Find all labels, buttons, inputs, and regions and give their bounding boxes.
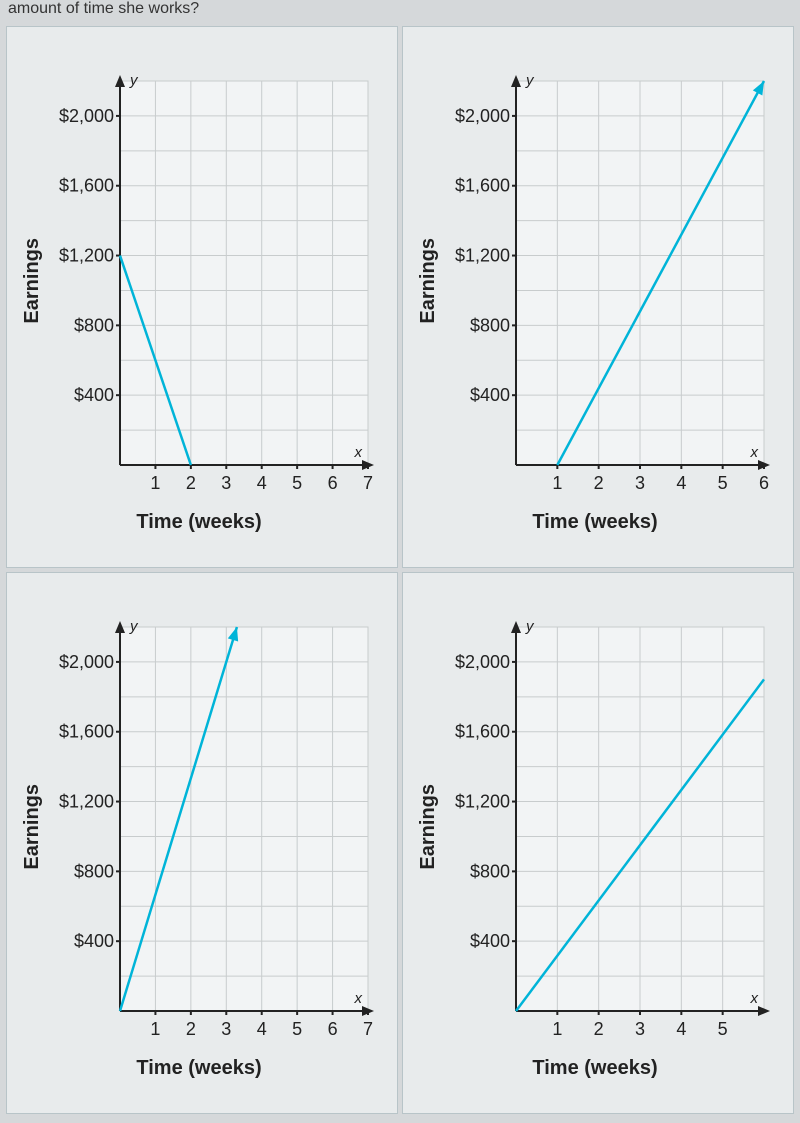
svg-text:x: x [353, 444, 362, 461]
svg-text:5: 5 [717, 473, 727, 493]
svg-text:$1,600: $1,600 [58, 175, 113, 195]
svg-text:$1,600: $1,600 [58, 721, 113, 741]
svg-text:$1,200: $1,200 [58, 245, 113, 265]
x-axis-label: Time (weeks) [532, 1057, 657, 1080]
svg-text:$800: $800 [469, 315, 509, 335]
svg-text:2: 2 [185, 1019, 195, 1039]
x-axis-label: Time (weeks) [136, 1057, 261, 1080]
chart-card-1: Earnings yx$400$800$1,200$1,600$2,000123… [402, 26, 794, 568]
svg-text:x: x [749, 990, 758, 1007]
svg-text:7: 7 [362, 1019, 372, 1039]
svg-text:4: 4 [676, 1019, 686, 1039]
svg-text:6: 6 [327, 473, 337, 493]
chart-card-0: Earnings yx$400$800$1,200$1,600$2,000123… [6, 26, 398, 568]
chart-svg-2: yx$400$800$1,200$1,600$2,0001234567 [48, 607, 378, 1047]
y-axis-label: Earnings [417, 784, 440, 870]
svg-text:1: 1 [150, 473, 160, 493]
svg-text:$800: $800 [73, 861, 113, 881]
svg-text:3: 3 [634, 1019, 644, 1039]
header-text: amount of time she works? [8, 0, 199, 17]
svg-text:5: 5 [717, 1019, 727, 1039]
svg-text:4: 4 [256, 473, 266, 493]
svg-text:$2,000: $2,000 [58, 651, 113, 671]
svg-text:1: 1 [552, 1019, 562, 1039]
svg-text:2: 2 [185, 473, 195, 493]
svg-text:3: 3 [221, 1019, 231, 1039]
svg-text:6: 6 [758, 473, 768, 493]
svg-text:$2,000: $2,000 [58, 105, 113, 125]
svg-text:$400: $400 [73, 385, 113, 405]
svg-text:$400: $400 [73, 931, 113, 951]
svg-text:x: x [749, 444, 758, 461]
chart-card-2: Earnings yx$400$800$1,200$1,600$2,000123… [6, 572, 398, 1114]
svg-text:$400: $400 [469, 931, 509, 951]
svg-text:6: 6 [327, 1019, 337, 1039]
svg-text:7: 7 [362, 473, 372, 493]
chart-svg-1: yx$400$800$1,200$1,600$2,000123456 [444, 61, 774, 501]
svg-text:$800: $800 [73, 315, 113, 335]
svg-text:$1,200: $1,200 [58, 791, 113, 811]
svg-text:5: 5 [292, 1019, 302, 1039]
svg-text:3: 3 [221, 473, 231, 493]
svg-text:5: 5 [292, 473, 302, 493]
question-header: amount of time she works? [0, 0, 800, 20]
svg-text:3: 3 [634, 473, 644, 493]
svg-text:$1,600: $1,600 [454, 175, 509, 195]
y-axis-label: Earnings [417, 238, 440, 324]
svg-text:$400: $400 [469, 385, 509, 405]
y-axis-label: Earnings [21, 784, 44, 870]
svg-text:2: 2 [593, 473, 603, 493]
svg-text:$2,000: $2,000 [454, 651, 509, 671]
chart-svg-3: yx$400$800$1,200$1,600$2,00012345 [444, 607, 774, 1047]
chart-card-3: Earnings yx$400$800$1,200$1,600$2,000123… [402, 572, 794, 1114]
svg-text:$2,000: $2,000 [454, 105, 509, 125]
svg-text:1: 1 [552, 473, 562, 493]
svg-text:1: 1 [150, 1019, 160, 1039]
svg-text:2: 2 [593, 1019, 603, 1039]
svg-text:$800: $800 [469, 861, 509, 881]
svg-text:$1,600: $1,600 [454, 721, 509, 741]
svg-text:4: 4 [256, 1019, 266, 1039]
svg-text:$1,200: $1,200 [454, 791, 509, 811]
chart-grid: Earnings yx$400$800$1,200$1,600$2,000123… [0, 20, 800, 1120]
x-axis-label: Time (weeks) [136, 511, 261, 534]
y-axis-label: Earnings [21, 238, 44, 324]
x-axis-label: Time (weeks) [532, 511, 657, 534]
svg-text:$1,200: $1,200 [454, 245, 509, 265]
chart-svg-0: yx$400$800$1,200$1,600$2,0001234567 [48, 61, 378, 501]
svg-text:x: x [353, 990, 362, 1007]
svg-text:4: 4 [676, 473, 686, 493]
